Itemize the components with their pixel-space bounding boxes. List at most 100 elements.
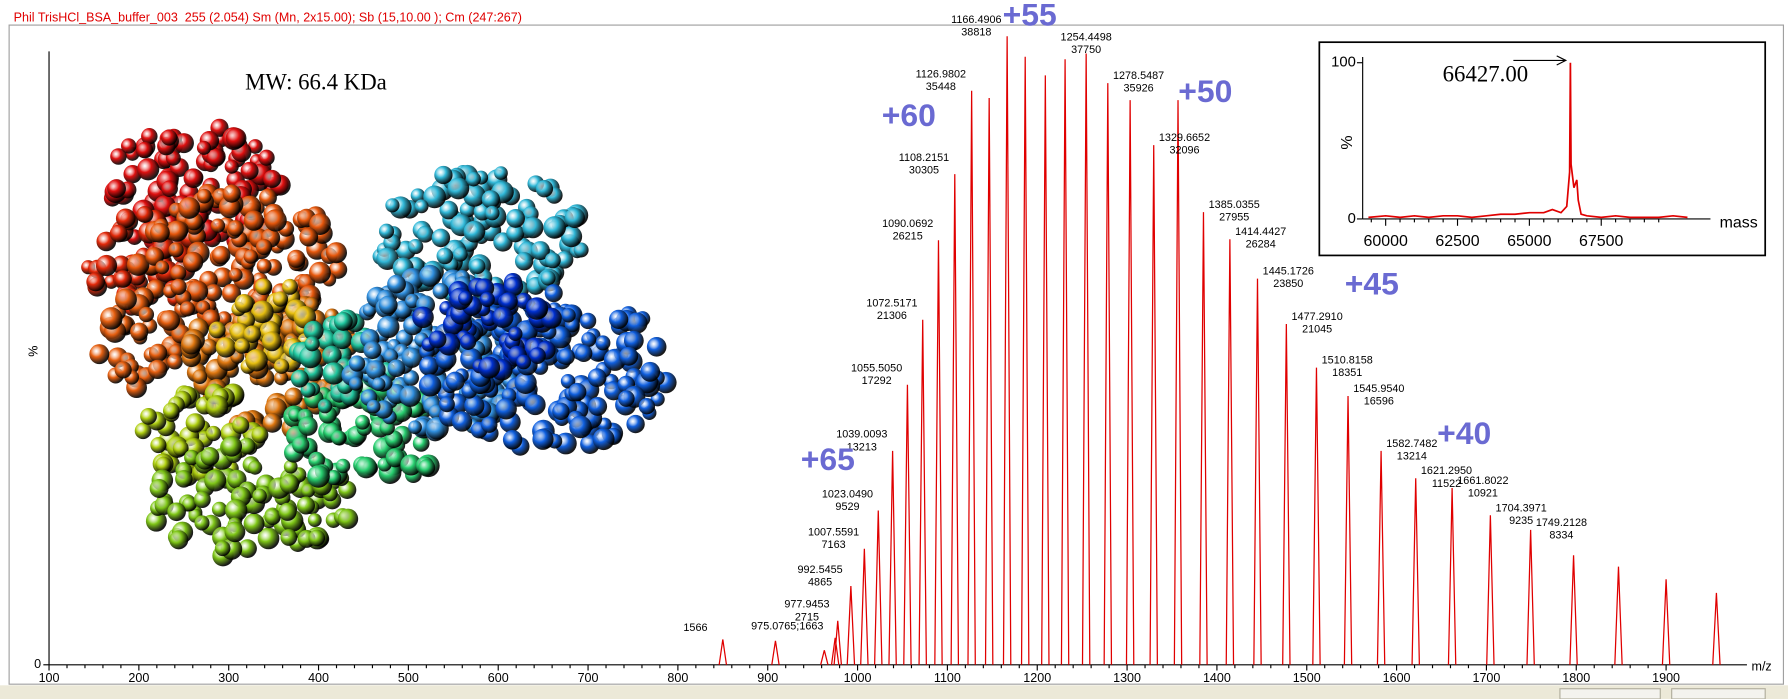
protein-sphere bbox=[225, 521, 246, 542]
protein-sphere bbox=[336, 459, 351, 474]
protein-sphere bbox=[545, 252, 561, 268]
protein-sphere bbox=[522, 217, 543, 238]
protein-sphere bbox=[139, 307, 154, 322]
x-tick-label: 700 bbox=[578, 671, 599, 685]
peak-mz-label: 1108.2151 bbox=[899, 152, 949, 164]
peak-mz-label: 1661.8022 bbox=[1457, 475, 1508, 487]
x-tick-label: 800 bbox=[667, 671, 688, 685]
protein-sphere bbox=[291, 370, 309, 388]
peak-mz-label: 1445.1726 bbox=[1263, 266, 1314, 278]
charge-state-label: +50 bbox=[1178, 73, 1232, 109]
protein-sphere bbox=[418, 459, 435, 476]
button[interactable] bbox=[1560, 689, 1660, 699]
peak-mz-label: 1007.5591 bbox=[808, 527, 859, 539]
protein-sphere bbox=[363, 341, 381, 359]
protein-sphere bbox=[244, 211, 264, 231]
protein-sphere bbox=[114, 270, 132, 288]
protein-sphere bbox=[178, 197, 200, 219]
protein-sphere bbox=[626, 312, 647, 333]
protein-sphere bbox=[326, 242, 347, 263]
x-tick-label: 400 bbox=[308, 671, 329, 685]
peak-intensity-label: 30305 bbox=[909, 165, 939, 177]
protein-sphere bbox=[532, 429, 553, 450]
protein-sphere bbox=[137, 158, 159, 180]
protein-sphere bbox=[640, 362, 660, 382]
protein-sphere bbox=[481, 416, 497, 432]
x-tick-label: 1400 bbox=[1203, 671, 1231, 685]
inset-x-tick-label: 62500 bbox=[1435, 233, 1479, 250]
protein-sphere bbox=[110, 225, 128, 243]
protein-sphere bbox=[618, 390, 635, 407]
mw-annotation: MW: 66.4 KDa bbox=[245, 70, 387, 95]
protein-sphere bbox=[194, 515, 209, 530]
protein-sphere bbox=[193, 369, 208, 384]
peak-intensity-label: 26284 bbox=[1246, 239, 1276, 251]
protein-sphere bbox=[159, 310, 180, 331]
protein-sphere bbox=[115, 361, 132, 378]
protein-sphere bbox=[318, 399, 332, 413]
protein-sphere bbox=[298, 416, 317, 435]
protein-sphere bbox=[264, 509, 280, 525]
peak-mz-label: 1582.7482 bbox=[1386, 438, 1437, 450]
protein-sphere bbox=[452, 411, 472, 431]
protein-sphere bbox=[466, 172, 481, 187]
protein-sphere bbox=[588, 397, 607, 416]
protein-sphere bbox=[130, 323, 148, 341]
protein-sphere bbox=[225, 160, 239, 174]
protein-sphere bbox=[282, 279, 298, 295]
protein-sphere bbox=[588, 368, 607, 387]
protein-sphere bbox=[257, 259, 272, 274]
button[interactable] bbox=[1672, 689, 1766, 699]
inset-y-tick-label: 100 bbox=[1331, 55, 1356, 71]
peak-intensity-label: 17292 bbox=[862, 375, 892, 387]
protein-sphere bbox=[169, 530, 188, 549]
protein-sphere bbox=[408, 420, 422, 434]
protein-sphere bbox=[221, 436, 242, 457]
protein-sphere bbox=[568, 383, 586, 401]
inset-x-axis-label: mass bbox=[1720, 215, 1758, 232]
peak-mz-label: 1510.8158 bbox=[1322, 355, 1373, 367]
protein-sphere bbox=[279, 503, 297, 521]
protein-sphere bbox=[155, 260, 169, 274]
peak-intensity-label: 35926 bbox=[1124, 83, 1154, 95]
protein-sphere bbox=[175, 470, 192, 487]
protein-sphere bbox=[100, 307, 122, 329]
protein-sphere bbox=[280, 529, 297, 546]
protein-sphere bbox=[206, 426, 221, 441]
protein-sphere bbox=[137, 142, 154, 159]
protein-sphere bbox=[529, 347, 546, 364]
protein-sphere bbox=[619, 347, 638, 366]
protein-sphere bbox=[167, 502, 186, 521]
protein-sphere bbox=[545, 284, 563, 302]
protein-sphere bbox=[460, 334, 476, 350]
peak-mz-label: 977.9453 bbox=[784, 599, 829, 611]
protein-sphere bbox=[248, 461, 262, 475]
peak-intensity-label: 32096 bbox=[1169, 145, 1199, 157]
spectrum-screenshot: Phil TrisHCl_BSA_buffer_003 255 (2.054) … bbox=[0, 0, 1788, 699]
peak-intensity-label: 2715 bbox=[795, 611, 819, 623]
peak-mz-label: 1166.4906 bbox=[951, 14, 1001, 26]
protein-sphere bbox=[232, 417, 249, 434]
peak-mz-label: 1278.5487 bbox=[1113, 70, 1164, 82]
charge-state-label: +45 bbox=[1345, 266, 1399, 302]
protein-sphere bbox=[259, 150, 275, 166]
protein-sphere bbox=[482, 190, 500, 208]
charge-state-label: +65 bbox=[801, 441, 855, 477]
protein-sphere bbox=[332, 329, 352, 349]
protein-sphere bbox=[197, 189, 212, 204]
protein-sphere bbox=[292, 436, 309, 453]
protein-sphere bbox=[180, 301, 195, 316]
protein-sphere bbox=[245, 349, 267, 371]
protein-sphere bbox=[287, 250, 305, 268]
protein-sphere bbox=[299, 228, 318, 247]
protein-sphere bbox=[419, 265, 441, 287]
protein-sphere bbox=[470, 258, 486, 274]
protein-sphere bbox=[273, 291, 288, 306]
protein-sphere bbox=[432, 229, 451, 248]
protein-sphere bbox=[308, 530, 325, 547]
protein-sphere bbox=[379, 224, 394, 239]
protein-sphere bbox=[150, 437, 166, 453]
protein-sphere bbox=[355, 457, 377, 479]
peak-intensity-label: 16596 bbox=[1364, 396, 1394, 408]
peak-mz-label: 992.5455 bbox=[797, 564, 842, 576]
